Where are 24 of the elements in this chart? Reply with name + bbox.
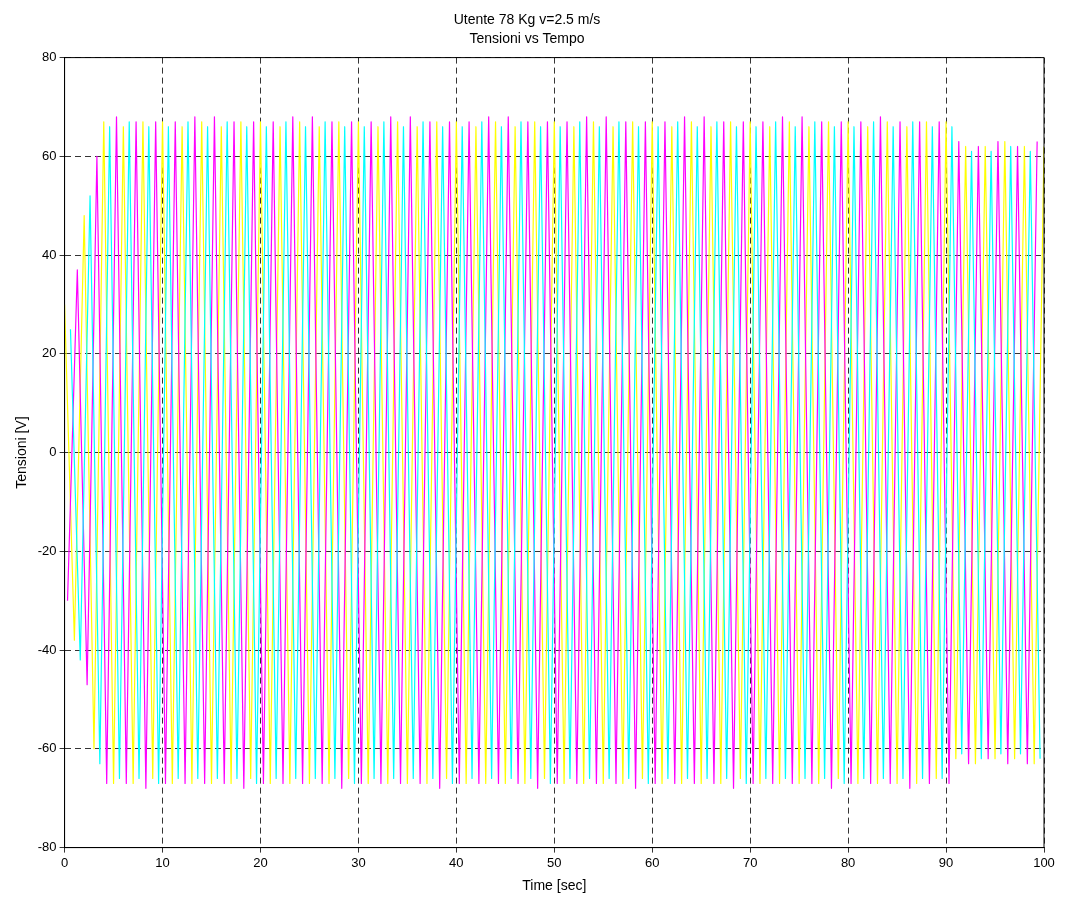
- chart-title: Utente 78 Kg v=2.5 m/s: [453, 11, 601, 28]
- x-tick-label: 40: [449, 854, 464, 870]
- x-tick-label: 100: [1033, 854, 1055, 870]
- y-tick-label: -60: [37, 740, 57, 756]
- x-tick-label: 80: [840, 854, 856, 870]
- x-tick-label: 30: [351, 854, 366, 870]
- y-tick-label: 80: [42, 49, 57, 65]
- x-tick-label: 70: [742, 854, 758, 870]
- y-tick-label: 60: [42, 147, 57, 163]
- x-tick-label: 50: [547, 854, 562, 870]
- y-tick-label: 20: [42, 345, 57, 361]
- x-tick-label: 20: [253, 854, 268, 870]
- y-tick-label: 0: [49, 444, 57, 460]
- y-tick-label: 40: [42, 246, 57, 262]
- x-tick-label: 90: [938, 854, 954, 870]
- x-axis-title: Time [sec]: [522, 877, 587, 894]
- y-tick-label: -80: [37, 839, 57, 855]
- y-tick-label: -40: [37, 641, 57, 657]
- x-tick-label: 60: [645, 854, 660, 870]
- x-tick-label: 0: [60, 854, 69, 870]
- x-tick-label: 10: [155, 854, 170, 870]
- chart-subtitle: Tensioni vs Tempo: [469, 30, 585, 47]
- y-axis-title: Tensioni [V]: [13, 416, 30, 489]
- y-tick-label: -20: [37, 542, 57, 558]
